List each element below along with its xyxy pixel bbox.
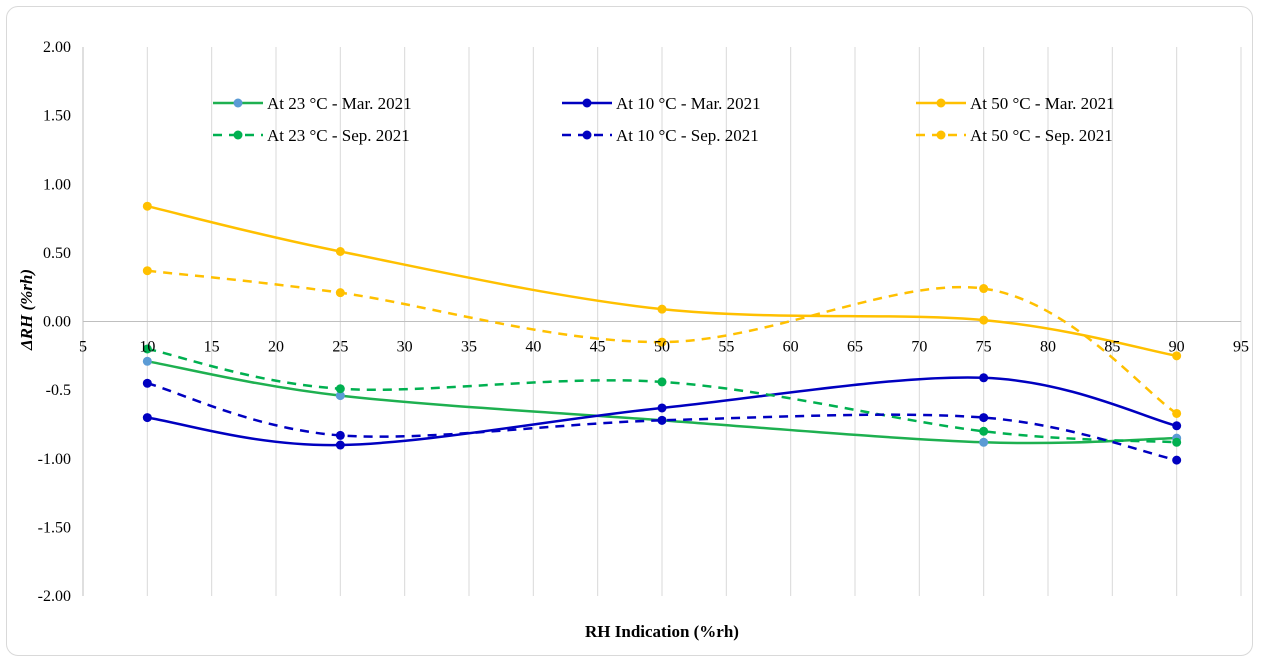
legend-swatch-marker — [936, 130, 946, 140]
x-tick-label: 55 — [718, 339, 734, 356]
x-tick-label: 25 — [332, 339, 348, 356]
legend-entry-5: At 10 °C - Sep. 2021 — [562, 126, 759, 145]
chart-frame — [6, 6, 1253, 656]
y-axis-title: ΔRH (%rh) — [17, 269, 36, 351]
x-tick-label: 30 — [397, 339, 413, 356]
data-point — [335, 391, 345, 401]
legend-label: At 10 °C - Sep. 2021 — [616, 126, 759, 145]
data-point — [979, 426, 989, 436]
x-tick-label: 5 — [79, 339, 87, 356]
data-point — [142, 344, 152, 354]
x-tick-label: 85 — [1104, 339, 1120, 356]
legend-swatch-marker — [582, 130, 592, 140]
series-6 — [142, 266, 1182, 418]
x-tick-label: 10 — [139, 339, 155, 356]
x-tick-label: 40 — [525, 339, 541, 356]
series-3 — [142, 201, 1182, 361]
legend-entry-4: At 23 °C - Sep. 2021 — [213, 126, 410, 145]
y-tick-label: -1.50 — [38, 519, 71, 536]
x-tick-label: 20 — [268, 339, 284, 356]
y-tick-label: 1.50 — [43, 108, 71, 125]
data-point — [142, 356, 152, 366]
data-point — [657, 415, 667, 425]
y-tick-label: -1.00 — [38, 451, 71, 468]
legend-entry-2: At 10 °C - Mar. 2021 — [562, 94, 761, 113]
legend-label: At 50 °C - Mar. 2021 — [970, 94, 1115, 113]
y-tick-label: 2.00 — [43, 39, 71, 56]
data-point — [979, 413, 989, 423]
data-point — [657, 377, 667, 387]
series-5 — [142, 378, 1182, 465]
data-point — [142, 201, 152, 211]
data-point — [979, 373, 989, 383]
data-point — [1172, 437, 1182, 447]
x-tick-label: 50 — [654, 339, 670, 356]
data-point — [142, 266, 152, 276]
x-tick-label: 65 — [847, 339, 863, 356]
x-tick-label: 90 — [1169, 339, 1185, 356]
y-tick-label: -2.00 — [38, 588, 71, 605]
series-2 — [142, 373, 1182, 450]
legend-swatch-marker — [233, 130, 243, 140]
legend-entry-1: At 23 °C - Mar. 2021 — [213, 94, 412, 113]
legend-label: At 23 °C - Mar. 2021 — [267, 94, 412, 113]
data-point — [335, 440, 345, 450]
data-point — [1172, 421, 1182, 431]
legend-swatch-marker — [582, 98, 592, 108]
data-point — [657, 304, 667, 314]
data-point — [657, 403, 667, 413]
x-tick-label: 15 — [204, 339, 220, 356]
legend-swatch-marker — [233, 98, 243, 108]
x-tick-label: 60 — [783, 339, 799, 356]
data-point — [142, 378, 152, 388]
data-point — [335, 384, 345, 394]
legend-entry-3: At 50 °C - Mar. 2021 — [916, 94, 1115, 113]
legend-label: At 50 °C - Sep. 2021 — [970, 126, 1113, 145]
y-tick-label: 0.00 — [43, 314, 71, 331]
x-tick-label: 45 — [590, 339, 606, 356]
legend-label: At 23 °C - Sep. 2021 — [267, 126, 410, 145]
data-point — [1172, 351, 1182, 361]
x-tick-label: 80 — [1040, 339, 1056, 356]
data-point — [979, 437, 989, 447]
data-point — [335, 430, 345, 440]
y-tick-label: -0.5 — [46, 382, 71, 399]
x-tick-label: 35 — [461, 339, 477, 356]
legend-entry-6: At 50 °C - Sep. 2021 — [916, 126, 1113, 145]
legend: At 23 °C - Mar. 2021 At 10 °C - Mar. 2021… — [213, 94, 1115, 145]
x-tick-label: 70 — [911, 339, 927, 356]
data-point — [335, 288, 345, 298]
data-point — [657, 337, 667, 347]
tick-labels: 2.00 1.50 1.00 0.50 0.00 -0.5 -1.00 -1.50 -2.00 5… — [38, 39, 1249, 605]
x-tick-label: 95 — [1233, 339, 1249, 356]
data-point — [979, 315, 989, 325]
x-tick-label: 75 — [976, 339, 992, 356]
data-point — [142, 413, 152, 423]
legend-swatch-marker — [936, 98, 946, 108]
y-tick-label: 0.50 — [43, 245, 71, 262]
data-point — [1172, 455, 1182, 465]
legend-label: At 10 °C - Mar. 2021 — [616, 94, 761, 113]
series-4 — [142, 344, 1182, 447]
axes — [82, 47, 1241, 596]
y-tick-label: 1.00 — [43, 176, 71, 193]
data-point — [335, 247, 345, 257]
data-point — [1172, 408, 1182, 418]
x-axis-title: RH Indication (%rh) — [585, 622, 739, 641]
series-lines — [142, 201, 1182, 465]
data-point — [979, 284, 989, 294]
